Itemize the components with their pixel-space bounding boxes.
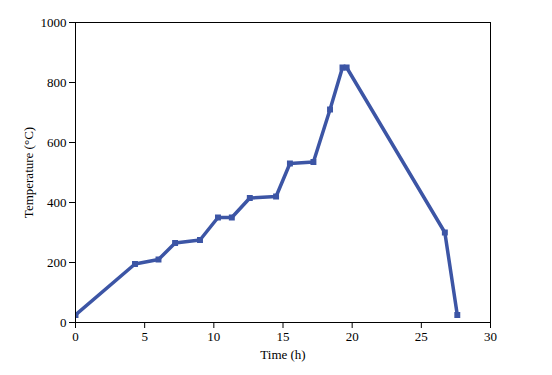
svg-text:15: 15 <box>277 329 290 344</box>
svg-text:25: 25 <box>415 329 428 344</box>
svg-text:1000: 1000 <box>41 15 67 30</box>
svg-text:0: 0 <box>72 329 79 344</box>
svg-text:30: 30 <box>484 329 497 344</box>
svg-text:200: 200 <box>47 255 67 270</box>
svg-text:10: 10 <box>207 329 220 344</box>
svg-text:0: 0 <box>60 315 67 330</box>
svg-text:400: 400 <box>47 195 67 210</box>
svg-text:800: 800 <box>47 75 67 90</box>
svg-text:Temperature (°C): Temperature (°C) <box>21 127 36 218</box>
svg-text:Time (h): Time (h) <box>260 347 305 362</box>
svg-text:5: 5 <box>141 329 148 344</box>
svg-text:600: 600 <box>47 135 67 150</box>
svg-text:20: 20 <box>346 329 359 344</box>
